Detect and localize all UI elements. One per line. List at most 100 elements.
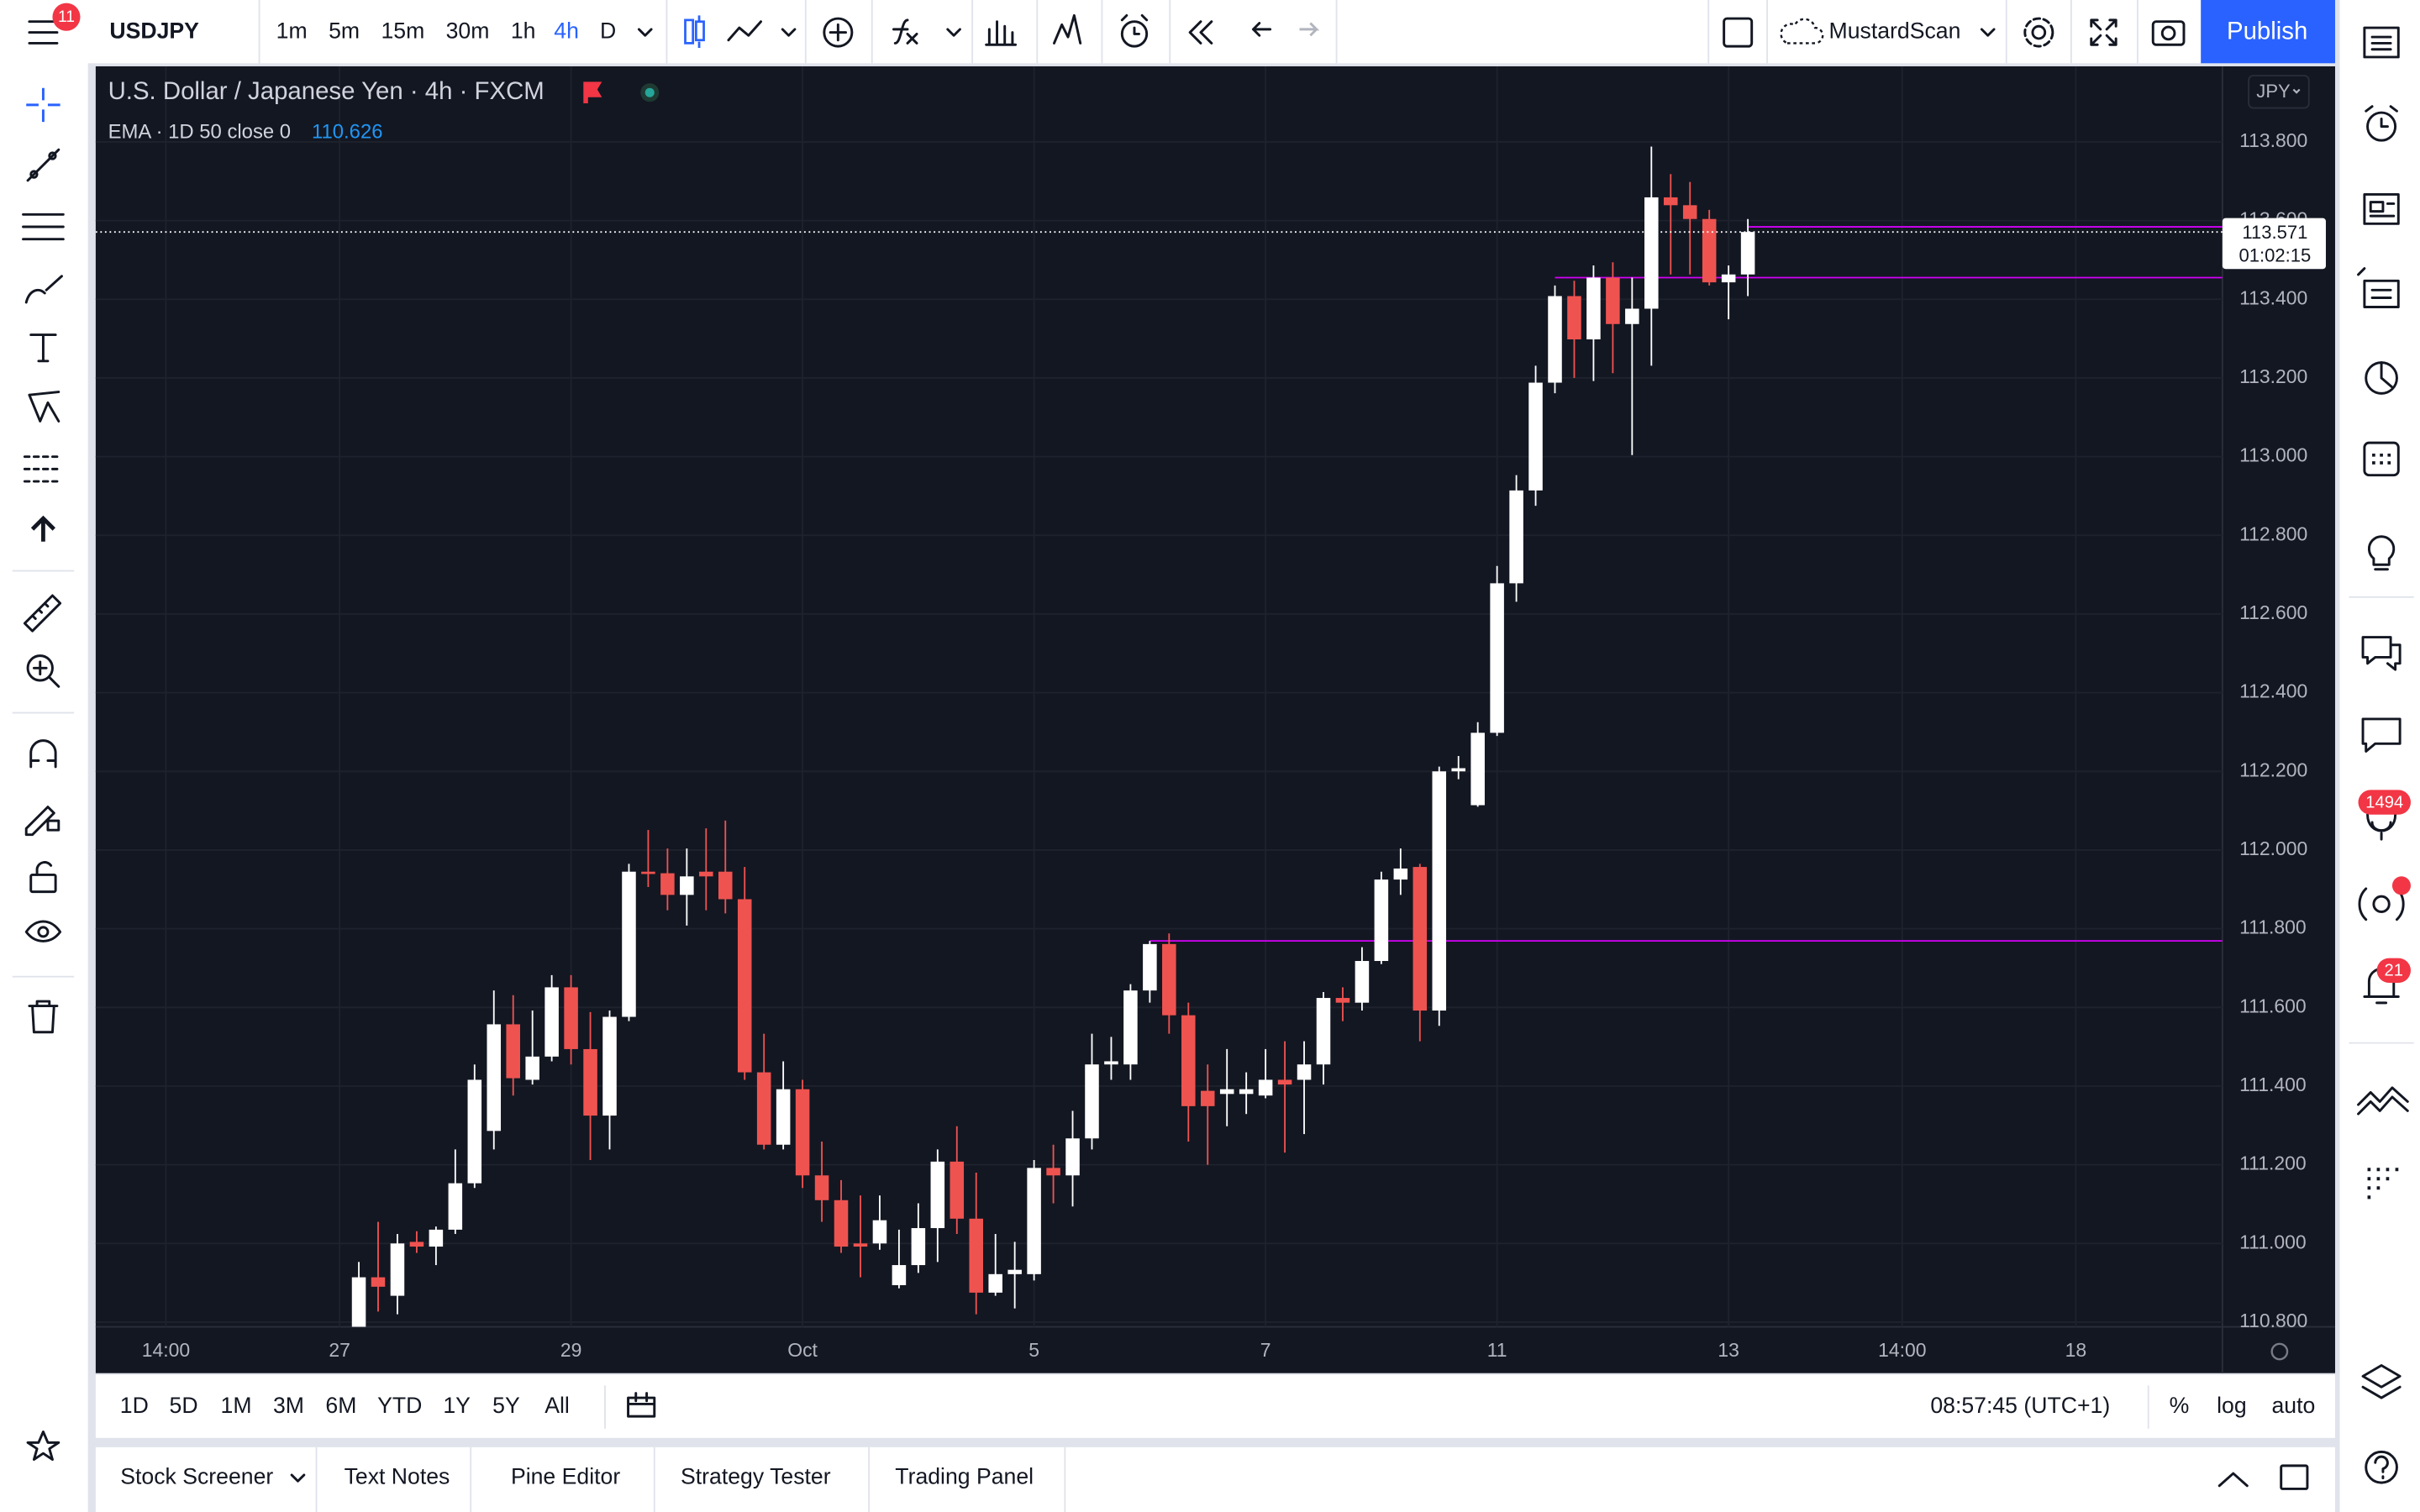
snapshot-icon[interactable]	[2151, 20, 2186, 46]
hotlist-icon[interactable]	[2357, 267, 2400, 308]
chat-icon[interactable]	[2361, 717, 2402, 753]
candles-icon[interactable]	[684, 15, 705, 48]
alert-icon[interactable]	[1120, 20, 1149, 48]
indicator-label[interactable]: EMA · 1D 50 close 0	[108, 120, 291, 143]
symbol[interactable]: USDJPY	[109, 18, 199, 44]
object-tree-icon[interactable]	[2361, 1364, 2402, 1399]
candle-body	[1239, 1089, 1254, 1095]
fullscreen-icon[interactable]	[2090, 18, 2118, 46]
candle-body	[1548, 296, 1562, 383]
remove-tool[interactable]	[28, 1000, 59, 1034]
badge	[2358, 790, 2411, 815]
range[interactable]: 1M	[221, 1393, 252, 1418]
y-tick-label: 112.400	[2239, 680, 2307, 702]
scale-option[interactable]: auto	[2271, 1393, 2315, 1418]
replay-icon[interactable]	[1053, 13, 1082, 45]
y-tick-label: 112.000	[2239, 837, 2307, 859]
compare-icon[interactable]	[823, 17, 854, 48]
ruler-tool[interactable]	[23, 594, 62, 633]
clock[interactable]: 08:57:45 (UTC+1)	[1930, 1393, 2110, 1418]
right-sidebar	[2339, 0, 2420, 1512]
lock-drawing-tool[interactable]	[24, 806, 60, 837]
crosshair-tool[interactable]	[26, 87, 60, 123]
interval[interactable]: 30m	[446, 18, 490, 44]
text-tool[interactable]	[29, 333, 57, 363]
zoom-tool[interactable]	[26, 654, 54, 682]
help-icon[interactable]	[2365, 1450, 2398, 1484]
candle-body	[525, 1056, 539, 1080]
favorites-tool[interactable]	[26, 1431, 60, 1462]
candle-body	[988, 1273, 1002, 1293]
range[interactable]: YTD	[377, 1393, 422, 1418]
indicators-icon[interactable]	[892, 18, 918, 45]
tab[interactable]: Strategy Tester	[681, 1464, 831, 1489]
range[interactable]: 5Y	[492, 1393, 520, 1418]
interval[interactable]: 15m	[381, 18, 424, 44]
interval[interactable]: 1m	[276, 18, 308, 44]
range[interactable]: All	[544, 1393, 570, 1418]
tab[interactable]: Trading Panel	[895, 1464, 1034, 1489]
arrow-tool[interactable]	[30, 515, 55, 542]
flag[interactable]	[583, 81, 602, 104]
currency[interactable]: JPY	[2256, 81, 2291, 102]
redo-icon[interactable]	[1299, 22, 1320, 37]
range[interactable]: 3M	[273, 1393, 304, 1418]
interval[interactable]: 5m	[329, 18, 360, 44]
interval-dropdown[interactable]	[637, 28, 653, 37]
range[interactable]: 5D	[170, 1393, 198, 1418]
brush-tool[interactable]	[24, 275, 63, 304]
magnet-tool[interactable]	[29, 739, 57, 769]
candle-body	[622, 871, 636, 1017]
chats-icon[interactable]	[2361, 636, 2402, 671]
rewind-icon[interactable]	[1188, 20, 1213, 45]
interval[interactable]: 1h	[511, 18, 536, 44]
news-icon[interactable]	[2363, 192, 2400, 225]
publish-label[interactable]: Publish	[2227, 17, 2307, 45]
candle-body	[1509, 490, 1523, 584]
tab[interactable]: Pine Editor	[511, 1464, 620, 1489]
dom-icon[interactable]	[2367, 1168, 2399, 1200]
settings-icon[interactable]	[2031, 24, 2047, 40]
pattern-tool[interactable]	[28, 391, 60, 423]
tab[interactable]: Stock Screener	[120, 1464, 273, 1489]
publish-button[interactable]	[2201, 0, 2335, 64]
layout-name[interactable]: MustardScan	[1829, 18, 1961, 44]
line-style-icon[interactable]	[727, 20, 762, 42]
watchlist-icon[interactable]	[2363, 26, 2400, 59]
candle-body	[487, 1024, 502, 1131]
x-tick-label: 18	[2065, 1339, 2087, 1361]
calendar-icon[interactable]	[2363, 441, 2400, 477]
range[interactable]: 6M	[325, 1393, 356, 1418]
ranges: 1D 5D 1M 3M 6M YTD 1Y 5Y All	[120, 1393, 570, 1418]
templates-icon[interactable]	[985, 20, 1018, 46]
goto-date[interactable]	[627, 1392, 656, 1418]
axis-settings[interactable]	[2270, 1342, 2289, 1361]
undo-icon[interactable]	[1251, 22, 1272, 37]
maximize-panel[interactable]	[2280, 1464, 2309, 1490]
lines-tool[interactable]	[22, 213, 65, 241]
interval[interactable]: D	[600, 18, 616, 44]
visibility-tool[interactable]	[24, 920, 62, 942]
range[interactable]: 1D	[120, 1393, 149, 1418]
candle-body	[1644, 197, 1659, 309]
menu-button[interactable]: 11	[28, 3, 81, 45]
layout-icon[interactable]	[1723, 17, 1754, 48]
range[interactable]: 1Y	[443, 1393, 471, 1418]
fib-tool[interactable]	[23, 455, 63, 483]
interval[interactable]: 4h	[554, 18, 579, 44]
streams-icon[interactable]	[2366, 813, 2397, 841]
candle-body	[1528, 382, 1543, 491]
currency-button[interactable]	[2248, 75, 2310, 109]
scale-option[interactable]: log	[2217, 1393, 2247, 1418]
alerts-icon[interactable]	[2366, 111, 2397, 142]
collapse-panel[interactable]	[2217, 1472, 2249, 1488]
tab[interactable]: Text Notes	[345, 1464, 450, 1489]
trading-icon[interactable]	[2357, 1086, 2409, 1116]
broadcast-icon[interactable]	[2372, 895, 2391, 913]
scale-option[interactable]: %	[2170, 1393, 2190, 1418]
candle-body	[1586, 277, 1601, 340]
left-toolbar	[0, 0, 88, 1512]
ideas-icon[interactable]	[2367, 535, 2396, 571]
unlock-tool[interactable]	[29, 873, 57, 894]
trendline-tool[interactable]	[26, 148, 60, 182]
